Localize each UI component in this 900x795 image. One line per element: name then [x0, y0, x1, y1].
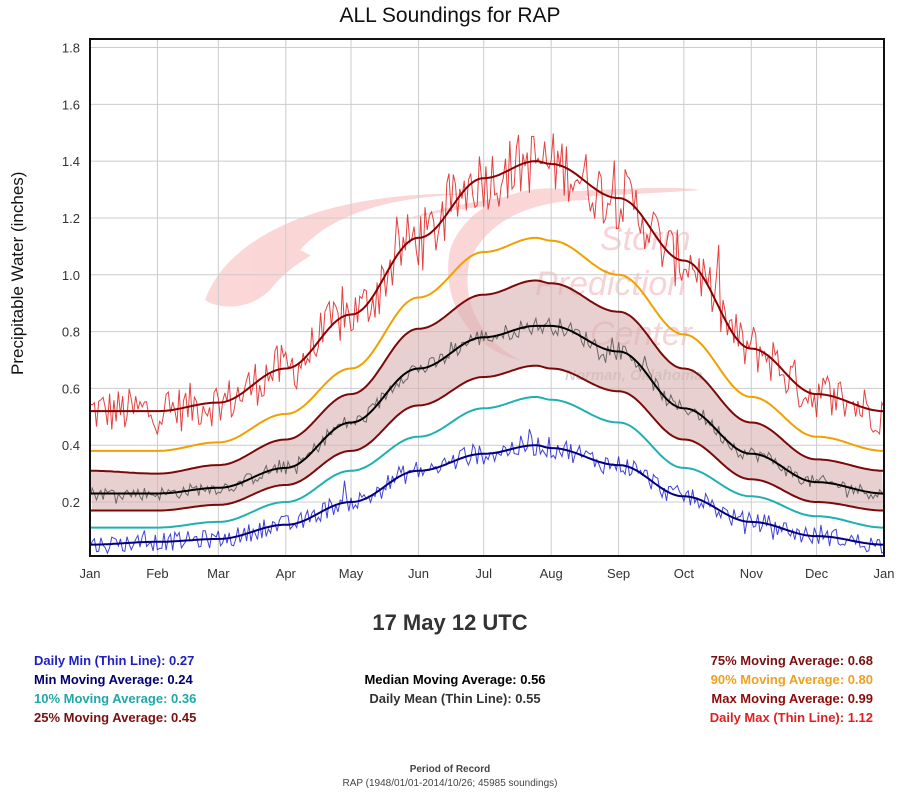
y-tick-label: 0.4 [62, 438, 80, 453]
period-of-record-label: Period of Record [409, 764, 491, 775]
stat-daily-min-thin-line: Daily Min (Thin Line): 0.27 [34, 653, 195, 668]
daily-line-daily-max-thin-line [89, 133, 885, 436]
x-tick-label: Jan [874, 566, 895, 581]
x-ticks: Jan Feb Mar Apr May Jun Jul Aug Sep Oct Nov Dec Jan [80, 566, 895, 581]
daily-line-daily-min-thin-line [89, 429, 885, 555]
y-tick-label: 1.0 [62, 268, 80, 283]
chart-title: ALL Soundings for RAP [339, 4, 561, 27]
y-tick-label: 0.8 [62, 325, 80, 340]
x-tick-label: Jul [475, 566, 492, 581]
x-tick-label: Feb [146, 566, 168, 581]
x-tick-label: Nov [740, 566, 764, 581]
series-10-moving-average [90, 395, 884, 529]
x-tick-label: Apr [276, 566, 297, 581]
series-median-moving-average [90, 324, 884, 495]
x-tick-label: Oct [674, 566, 695, 581]
period-of-record-value: RAP (1948/01/01-2014/10/26; 45985 soundi… [342, 778, 558, 789]
interquartile-band [90, 280, 884, 511]
y-tick-label: 1.4 [62, 154, 80, 169]
y-tick-label: 1.2 [62, 211, 80, 226]
stat-90-moving-average: 90% Moving Average: 0.80 [710, 672, 873, 687]
stat-75-moving-average: 75% Moving Average: 0.68 [710, 653, 873, 668]
y-ticks: 0.2 0.4 0.6 0.8 1.0 1.2 1.4 1.6 1.8 [62, 41, 80, 511]
daily-line-daily-mean-thin-line [89, 316, 885, 504]
stat-10-moving-average: 10% Moving Average: 0.36 [34, 691, 197, 706]
x-tick-label: Dec [805, 566, 829, 581]
plot-frame [89, 38, 885, 557]
stat-daily-max-thin-line: Daily Max (Thin Line): 1.12 [709, 710, 873, 725]
x-tick-label: Jan [80, 566, 101, 581]
watermark-swoosh-inner [300, 194, 520, 260]
stat-max-moving-average: Max Moving Average: 0.99 [711, 691, 873, 706]
stat-25-moving-average: 25% Moving Average: 0.45 [34, 710, 197, 725]
series-max-moving-average [90, 160, 884, 413]
x-tick-label: May [339, 566, 364, 581]
series-90-moving-average [90, 236, 884, 452]
series-min-moving-average [90, 444, 884, 546]
x-tick-label: Aug [540, 566, 563, 581]
band-group [90, 280, 884, 511]
watermark-text-storm: Storm [600, 220, 691, 258]
stat-median-moving-average: Median Moving Average: 0.56 [364, 672, 546, 687]
x-tick-label: Sep [607, 566, 630, 581]
daily-lines-group [89, 133, 885, 555]
stat-daily-mean-thin-line: Daily Mean (Thin Line): 0.55 [369, 691, 541, 706]
series-group [90, 160, 884, 546]
series-25-moving-average [90, 364, 884, 512]
x-tick-label: Mar [207, 566, 230, 581]
x-tick-label: Jun [408, 566, 429, 581]
selected-date-title: 17 May 12 UTC [372, 610, 528, 635]
y-tick-label: 0.2 [62, 495, 80, 510]
stat-min-moving-average: Min Moving Average: 0.24 [34, 672, 193, 687]
y-tick-label: 1.6 [62, 97, 80, 112]
chart-plot: Storm Prediction Center Norman, Oklahoma… [62, 38, 895, 581]
y-tick-label: 0.6 [62, 381, 80, 396]
series-75-moving-average [90, 279, 884, 475]
y-tick-label: 1.8 [62, 41, 80, 56]
